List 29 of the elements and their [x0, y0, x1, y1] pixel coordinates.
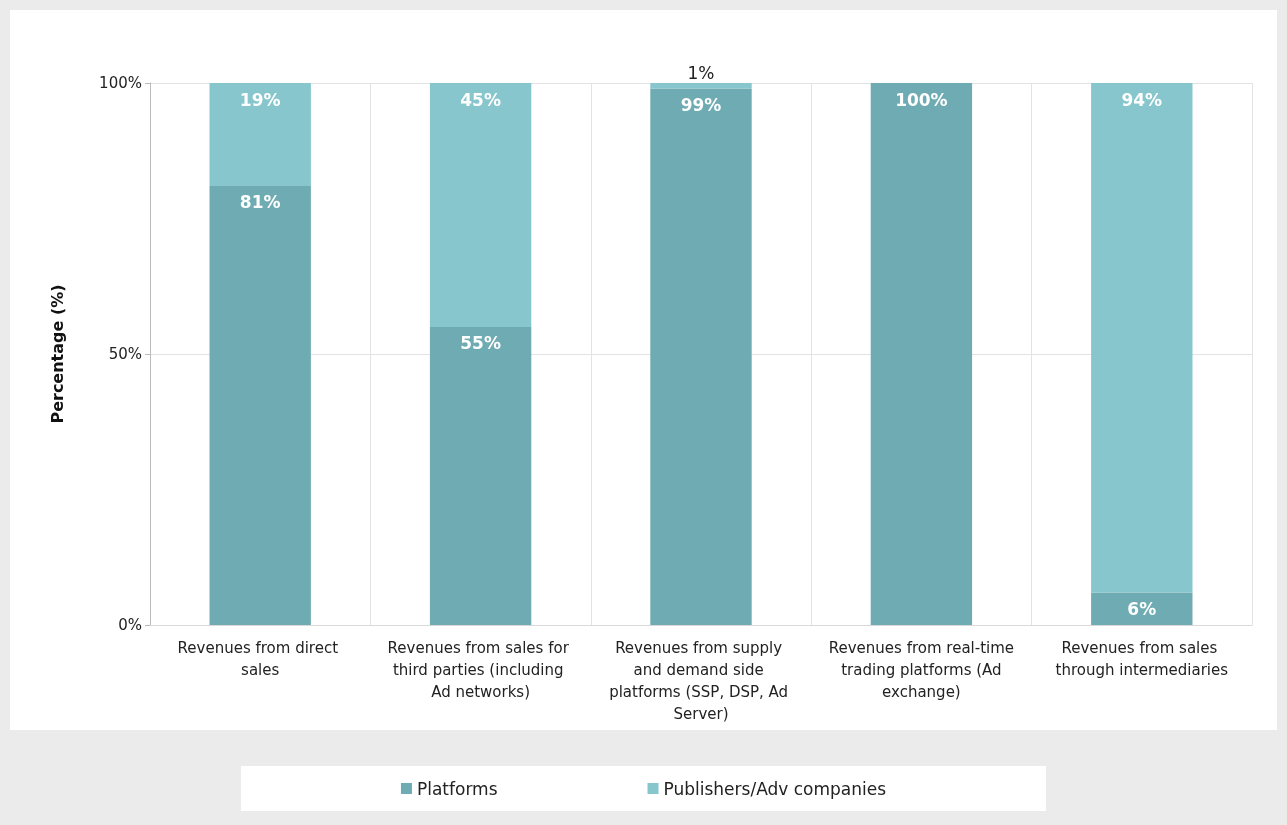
data-label: 81%: [239, 192, 281, 213]
bar: [429, 326, 532, 625]
data-label: 1%: [687, 62, 715, 83]
data-label: 94%: [1121, 89, 1163, 110]
x-tick-label: Revenues from sales for third parties (including Ad networks): [387, 639, 574, 701]
data-label: 19%: [239, 89, 281, 110]
data-label: 99%: [680, 94, 722, 115]
legend-label: Publishers/Adv companies: [663, 778, 887, 799]
bar: [209, 83, 311, 186]
bar: [1091, 83, 1193, 593]
y-axis-title: Percentage (%): [47, 284, 67, 424]
legend-label: Platforms: [416, 778, 498, 799]
bar: [429, 83, 532, 327]
bar: [1091, 592, 1193, 625]
bar: [209, 185, 311, 625]
data-label: 6%: [1127, 598, 1157, 619]
x-tick-label: Revenues from supply and demand side platforms (SSP, DSP, Ad Server): [609, 639, 793, 723]
x-tick-label: Revenues from real-time trading platforms (Ad exchange): [828, 639, 1015, 701]
bar: [870, 83, 973, 625]
bar: [650, 88, 752, 625]
y-tick-label: 100%: [99, 74, 142, 92]
data-label: 45%: [460, 89, 501, 110]
data-label: 100%: [895, 89, 948, 110]
bar: [650, 83, 752, 89]
data-label: 55%: [460, 333, 501, 354]
x-tick-label: Revenues from sales through intermediaries: [1055, 639, 1229, 679]
y-tick-label: 0%: [118, 616, 142, 634]
y-tick-label: 50%: [108, 345, 142, 363]
x-tick-label: Revenues from direct sales: [177, 639, 343, 679]
